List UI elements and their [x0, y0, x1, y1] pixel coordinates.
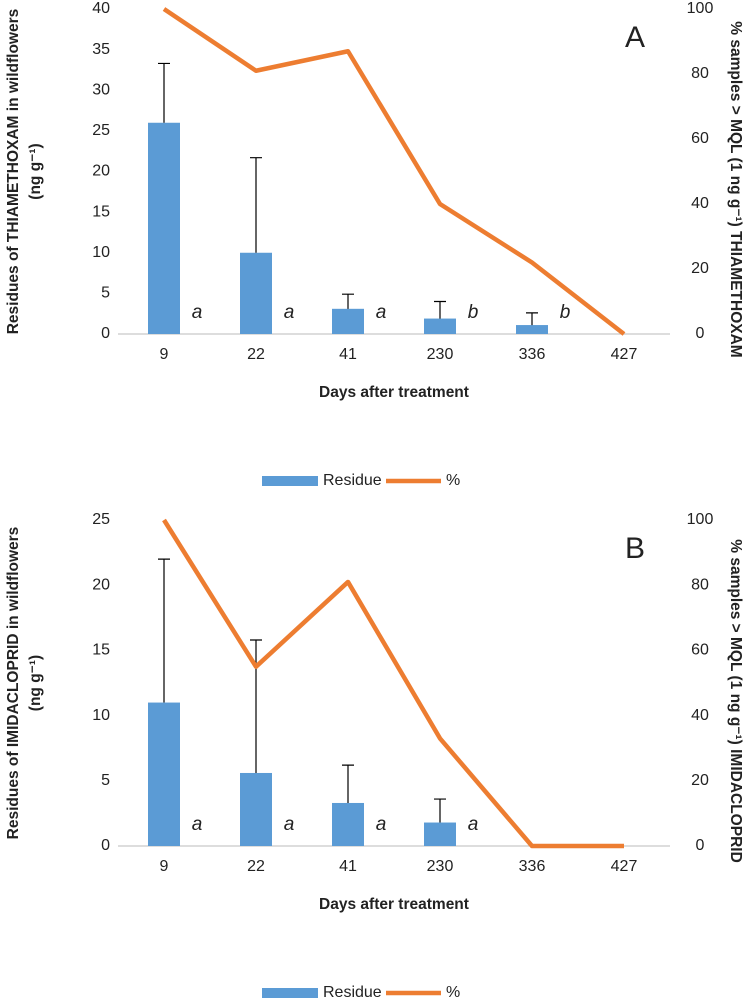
legend-label: Residue [323, 472, 382, 489]
y-tick-label: 15 [92, 642, 110, 659]
line [162, 7, 626, 336]
x-tick-label: 230 [427, 346, 454, 363]
y2-tick-label: 40 [691, 707, 709, 724]
error-bar [250, 157, 262, 253]
bar [424, 318, 456, 334]
y-tick-label: 25 [92, 122, 110, 139]
y-tick-label: 20 [92, 163, 110, 180]
error-bar [342, 764, 354, 803]
x-tick-label: 9 [160, 346, 169, 363]
y-axis-title: Residues of THIAMETHOXAM in wildflowers [5, 9, 22, 335]
significance-letter: a [192, 814, 203, 835]
x-tick-label: 41 [339, 346, 357, 363]
y-tick-label: 5 [101, 772, 110, 789]
legend-label: Residue [323, 984, 382, 1001]
significance-letter: a [284, 302, 295, 323]
y-tick-label: 20 [92, 576, 110, 593]
y2-tick-label: 100 [687, 511, 714, 528]
error-bar [158, 558, 170, 703]
error-bar [158, 62, 170, 123]
significance-letter: a [376, 302, 387, 323]
y-tick-label: 0 [101, 325, 110, 342]
significance-letter: b [468, 302, 479, 323]
y2-tick-label: 60 [691, 642, 709, 659]
significance-letter: a [468, 814, 479, 835]
y2-tick-label: 20 [691, 772, 709, 789]
y2-tick-label: 20 [691, 260, 709, 277]
significance-letter: b [560, 302, 571, 323]
y2-tick-label: 100 [687, 0, 714, 17]
y-axis-title: Residues of IMIDACLOPRID in wildflowers [5, 527, 22, 840]
y2-axis-title: % samples > MQL (1 ng g⁻¹) THIAMETHOXAM [727, 21, 744, 357]
bar [148, 122, 180, 334]
error-bar [434, 798, 446, 823]
bar [332, 308, 364, 334]
y-tick-label: 0 [101, 837, 110, 854]
x-axis-title: Days after treatment [319, 384, 469, 401]
x-tick-label: 427 [611, 346, 638, 363]
significance-letter: a [284, 814, 295, 835]
y-tick-label: 40 [92, 0, 110, 17]
legend-swatch [262, 988, 318, 998]
panel-label: A [625, 21, 645, 54]
y2-tick-label: 0 [696, 837, 705, 854]
y-tick-label: 25 [92, 511, 110, 528]
error-bar [434, 300, 446, 319]
error-bar [526, 312, 538, 326]
y-tick-label: 10 [92, 244, 110, 261]
y-tick-label: 35 [92, 41, 110, 58]
y-axis-title: (ng g⁻¹) [27, 143, 44, 199]
y2-tick-label: 40 [691, 195, 709, 212]
bar [240, 772, 272, 846]
x-tick-label: 427 [611, 858, 638, 875]
significance-letter: a [376, 814, 387, 835]
x-tick-label: 230 [427, 858, 454, 875]
y2-tick-label: 0 [696, 325, 705, 342]
error-bar [342, 293, 354, 309]
bar [148, 702, 180, 846]
legend-swatch [262, 476, 318, 486]
x-tick-label: 22 [247, 858, 265, 875]
x-tick-label: 9 [160, 858, 169, 875]
y-tick-label: 5 [101, 285, 110, 302]
x-tick-label: 336 [519, 858, 546, 875]
legend-label: % [446, 472, 460, 489]
line [162, 518, 624, 849]
bar [516, 325, 548, 334]
y-tick-label: 15 [92, 203, 110, 220]
significance-letter: a [192, 302, 203, 323]
legend-label: % [446, 984, 460, 1001]
x-axis-title: Days after treatment [319, 896, 469, 913]
x-tick-label: 22 [247, 346, 265, 363]
y-tick-label: 10 [92, 707, 110, 724]
panel-label: B [625, 532, 645, 565]
x-tick-label: 41 [339, 858, 357, 875]
y2-tick-label: 80 [691, 576, 709, 593]
x-tick-label: 336 [519, 346, 546, 363]
bar [332, 802, 364, 846]
y-tick-label: 30 [92, 81, 110, 98]
bar [424, 822, 456, 846]
y2-tick-label: 80 [691, 65, 709, 82]
y2-axis-title: % samples > MQL (1 ng g⁻¹) IMIDACLOPRID [727, 539, 744, 863]
bar [240, 252, 272, 334]
y2-tick-label: 60 [691, 130, 709, 147]
y-axis-title: (ng g⁻¹) [27, 655, 44, 711]
error-bar [250, 639, 262, 773]
